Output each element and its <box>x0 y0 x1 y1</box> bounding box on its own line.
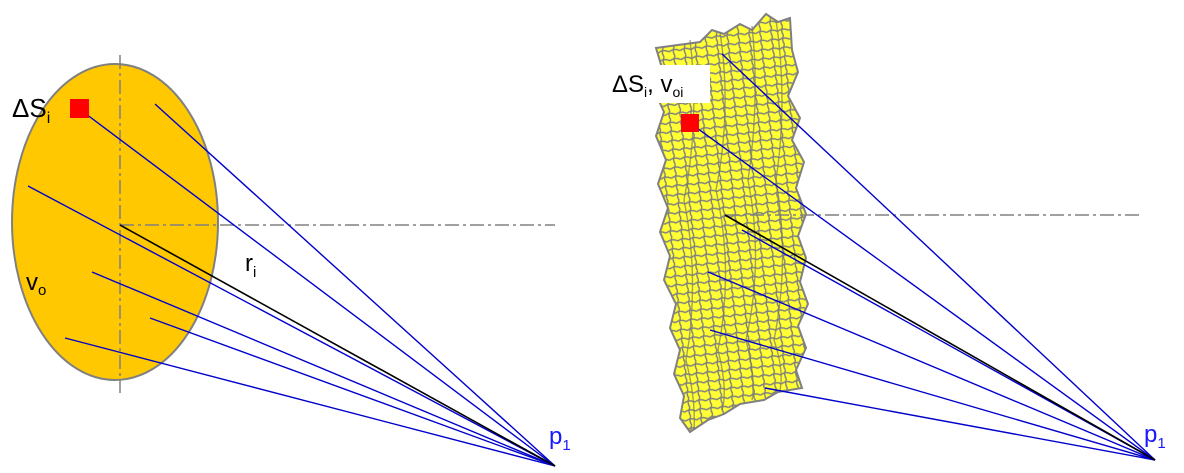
ray <box>710 330 1155 460</box>
point-label: p1 <box>1144 421 1166 452</box>
surface-element-label: ΔSi <box>12 93 50 127</box>
surface-element-marker <box>70 99 89 118</box>
right-panel: ΔSi, voi p1 <box>612 14 1166 460</box>
ray <box>150 318 555 466</box>
point-label: p1 <box>549 423 571 454</box>
ray <box>765 388 1155 460</box>
radius-line <box>120 225 555 466</box>
ray <box>65 338 555 466</box>
ray <box>92 272 555 466</box>
surface-element-marker <box>681 114 699 132</box>
left-panel: ΔSi vo ri p1 <box>12 55 571 466</box>
distance-label: ri <box>245 250 256 281</box>
